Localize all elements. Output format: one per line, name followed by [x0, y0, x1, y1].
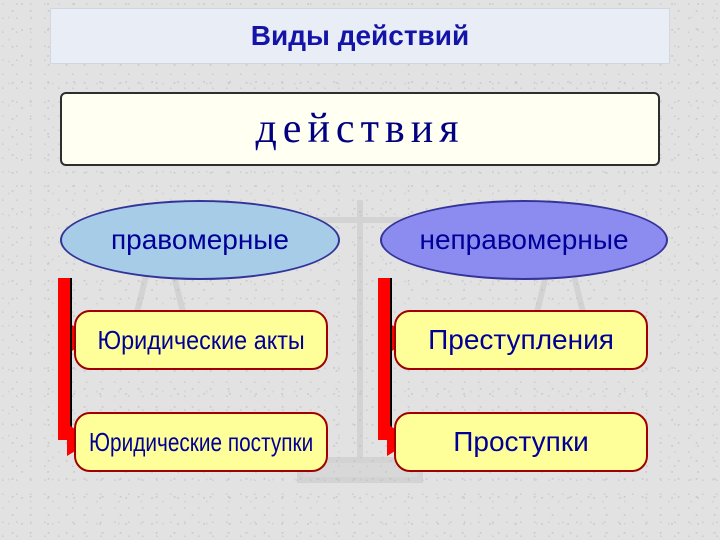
branch-label: правомерные — [111, 224, 289, 256]
root-box: действия — [60, 92, 660, 166]
slide: Виды действий действия правомерные неправ… — [0, 0, 720, 540]
arrow-stem — [378, 278, 390, 440]
leaf-label: Проступки — [453, 426, 588, 458]
title-text: Виды действий — [251, 20, 469, 52]
leaf-card: Юридические поступки — [74, 412, 328, 472]
branch-label: неправомерные — [419, 224, 628, 256]
leaf-label: Юридические акты — [97, 325, 304, 356]
leaf-label: Преступления — [428, 324, 614, 356]
leaf-card: Проступки — [394, 412, 648, 472]
root-label: действия — [255, 105, 464, 153]
branch-ellipse: неправомерные — [380, 200, 668, 280]
branch-ellipse: правомерные — [60, 200, 340, 280]
leaf-card: Преступления — [394, 310, 648, 370]
arrow-stem — [58, 278, 70, 440]
title-bar: Виды действий — [50, 8, 670, 64]
leaf-card: Юридические акты — [74, 310, 328, 370]
leaf-label: Юридические поступки — [89, 427, 313, 458]
